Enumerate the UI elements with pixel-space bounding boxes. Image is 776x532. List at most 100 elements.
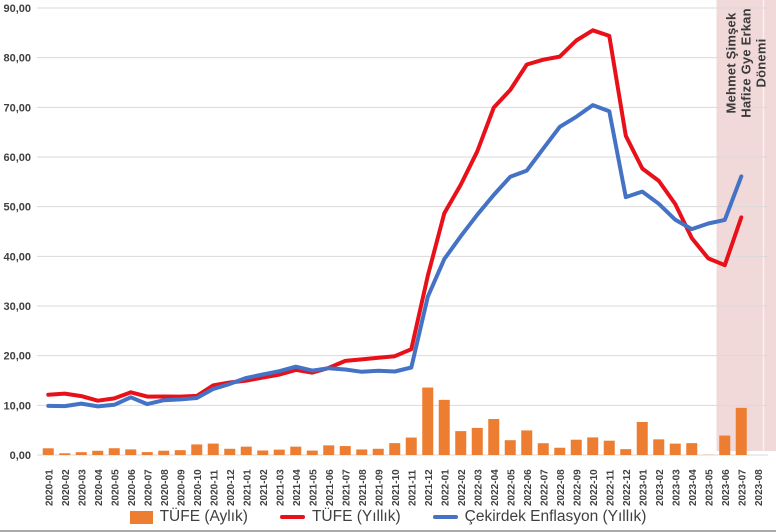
x-axis-label: 2022-08 xyxy=(556,469,567,506)
bar-2022-09 xyxy=(570,439,582,455)
x-axis-label: 2021-02 xyxy=(259,469,270,506)
x-axis-label: 2021-10 xyxy=(391,469,402,506)
x-axis-label: 2022-02 xyxy=(457,469,468,506)
x-axis-label: 2023-08 xyxy=(754,469,765,506)
x-axis-label: 2021-09 xyxy=(374,469,385,506)
chart-legend: TÜFE (Aylık) TÜFE (Yıllık) Çekirdek Enfl… xyxy=(0,504,776,530)
x-axis-label: 2023-05 xyxy=(704,469,715,506)
bar-2022-08 xyxy=(554,447,566,455)
x-axis-label: 2020-09 xyxy=(176,469,187,506)
y-axis-label: 40,00 xyxy=(3,251,31,263)
x-axis-label: 2022-10 xyxy=(589,469,600,506)
bar-2021-04 xyxy=(290,446,302,455)
x-axis-label: 2022-06 xyxy=(523,469,534,506)
y-axis-label: 60,00 xyxy=(3,152,31,164)
bar-2021-06 xyxy=(323,445,335,455)
highlight-region xyxy=(716,0,776,451)
line-ekirdek-enflasyon-y-ll-k xyxy=(46,103,744,409)
bar-2021-07 xyxy=(339,446,351,455)
x-axis-label: 2023-06 xyxy=(721,469,732,506)
x-axis-label: 2022-12 xyxy=(622,469,633,506)
bar-2020-12 xyxy=(224,448,236,455)
x-axis-label: 2021-03 xyxy=(275,469,286,506)
bar-2022-12 xyxy=(620,449,632,455)
legend-item-tufe-yillik: TÜFE (Yıllık) xyxy=(279,508,401,526)
x-axis-label: 2021-07 xyxy=(341,469,352,506)
x-axis-label: 2022-01 xyxy=(440,469,451,506)
x-axis-label: 2020-04 xyxy=(94,469,105,506)
bar-2021-11 xyxy=(405,437,417,455)
x-axis-label: 2020-01 xyxy=(44,469,55,506)
x-axis-label: 2023-04 xyxy=(688,469,699,506)
x-axis-label: 2022-09 xyxy=(572,469,583,506)
x-axis-label: 2020-05 xyxy=(110,469,121,506)
bar-2020-02 xyxy=(59,453,71,455)
legend-line-swatch-icon xyxy=(432,515,458,519)
x-axis-label: 2021-11 xyxy=(407,469,418,506)
x-axis-label: 2022-04 xyxy=(490,469,501,506)
bar-2020-08 xyxy=(158,450,170,455)
x-axis-label: 2021-12 xyxy=(424,469,435,506)
x-axis-label: 2022-05 xyxy=(506,469,517,506)
x-axis-label: 2020-02 xyxy=(61,469,72,506)
bar-2021-01 xyxy=(240,446,252,455)
bar-2021-12 xyxy=(422,387,434,455)
bar-2020-09 xyxy=(174,450,186,455)
bar-2023-02 xyxy=(653,439,665,455)
bar-2020-03 xyxy=(75,452,87,455)
bar-2021-03 xyxy=(273,449,285,455)
y-axis-label: 20,00 xyxy=(3,351,31,363)
x-axis-label: 2023-01 xyxy=(638,469,649,506)
legend-item-tufe-aylik: TÜFE (Aylık) xyxy=(129,508,248,526)
y-axis-label: 80,00 xyxy=(3,53,31,65)
x-axis-label: 2021-08 xyxy=(358,469,369,506)
bar-2020-01 xyxy=(42,448,54,455)
y-axis-label: 70,00 xyxy=(3,102,31,114)
bar-2021-09 xyxy=(372,448,384,455)
x-axis-label: 2023-03 xyxy=(671,469,682,506)
x-axis-label: 2020-06 xyxy=(127,469,138,506)
x-axis-label: 2020-08 xyxy=(160,469,171,506)
bar-2022-11 xyxy=(603,440,615,455)
bar-2023-06 xyxy=(719,435,731,455)
bar-2023-03 xyxy=(669,443,681,455)
bar-2022-04 xyxy=(488,418,500,455)
bar-2023-04 xyxy=(686,443,698,455)
bar-2020-04 xyxy=(92,450,104,455)
y-axis-label: 90,00 xyxy=(3,3,31,15)
period-annotation: Mehmet Şimşek Hafize Gye Erkan Dönemi xyxy=(723,8,769,118)
bar-2020-06 xyxy=(125,449,137,455)
bar-2021-05 xyxy=(306,450,318,455)
y-axis-label: 50,00 xyxy=(3,202,31,214)
legend-label-tufe-aylik: TÜFE (Aylık) xyxy=(159,508,248,525)
y-axis-label: 0,00 xyxy=(10,450,31,462)
x-axis-label: 2021-01 xyxy=(242,469,253,506)
bar-2022-03 xyxy=(471,427,483,455)
bar-2021-10 xyxy=(389,443,401,455)
legend-line-swatch-icon xyxy=(279,515,305,519)
x-axis-label: 2022-03 xyxy=(473,469,484,506)
bar-2022-05 xyxy=(504,440,516,455)
legend-label-cekirdek-enflasyon: Çekirdek Enflasyon (Yıllık) xyxy=(464,508,647,525)
bar-2022-10 xyxy=(587,437,599,455)
x-axis-label: 2022-11 xyxy=(605,469,616,506)
x-axis-label: 2021-05 xyxy=(308,469,319,506)
bar-2021-08 xyxy=(356,449,368,455)
x-axis-label: 2020-03 xyxy=(77,469,88,506)
bar-2020-07 xyxy=(141,452,153,455)
y-axis-label: 30,00 xyxy=(3,301,31,313)
legend-bar-swatch-icon xyxy=(129,510,153,524)
x-axis-label: 2023-07 xyxy=(737,469,748,506)
x-axis-label: 2020-12 xyxy=(226,469,237,506)
x-axis-label: 2023-02 xyxy=(655,469,666,506)
bar-2020-05 xyxy=(108,448,120,455)
x-axis-label: 2021-04 xyxy=(292,469,303,506)
bar-2022-07 xyxy=(537,443,549,455)
bar-2022-02 xyxy=(455,431,467,455)
x-axis-label: 2020-07 xyxy=(143,469,154,506)
bar-2022-06 xyxy=(521,430,533,455)
bar-2023-01 xyxy=(636,421,648,455)
bar-2023-07 xyxy=(735,407,747,455)
